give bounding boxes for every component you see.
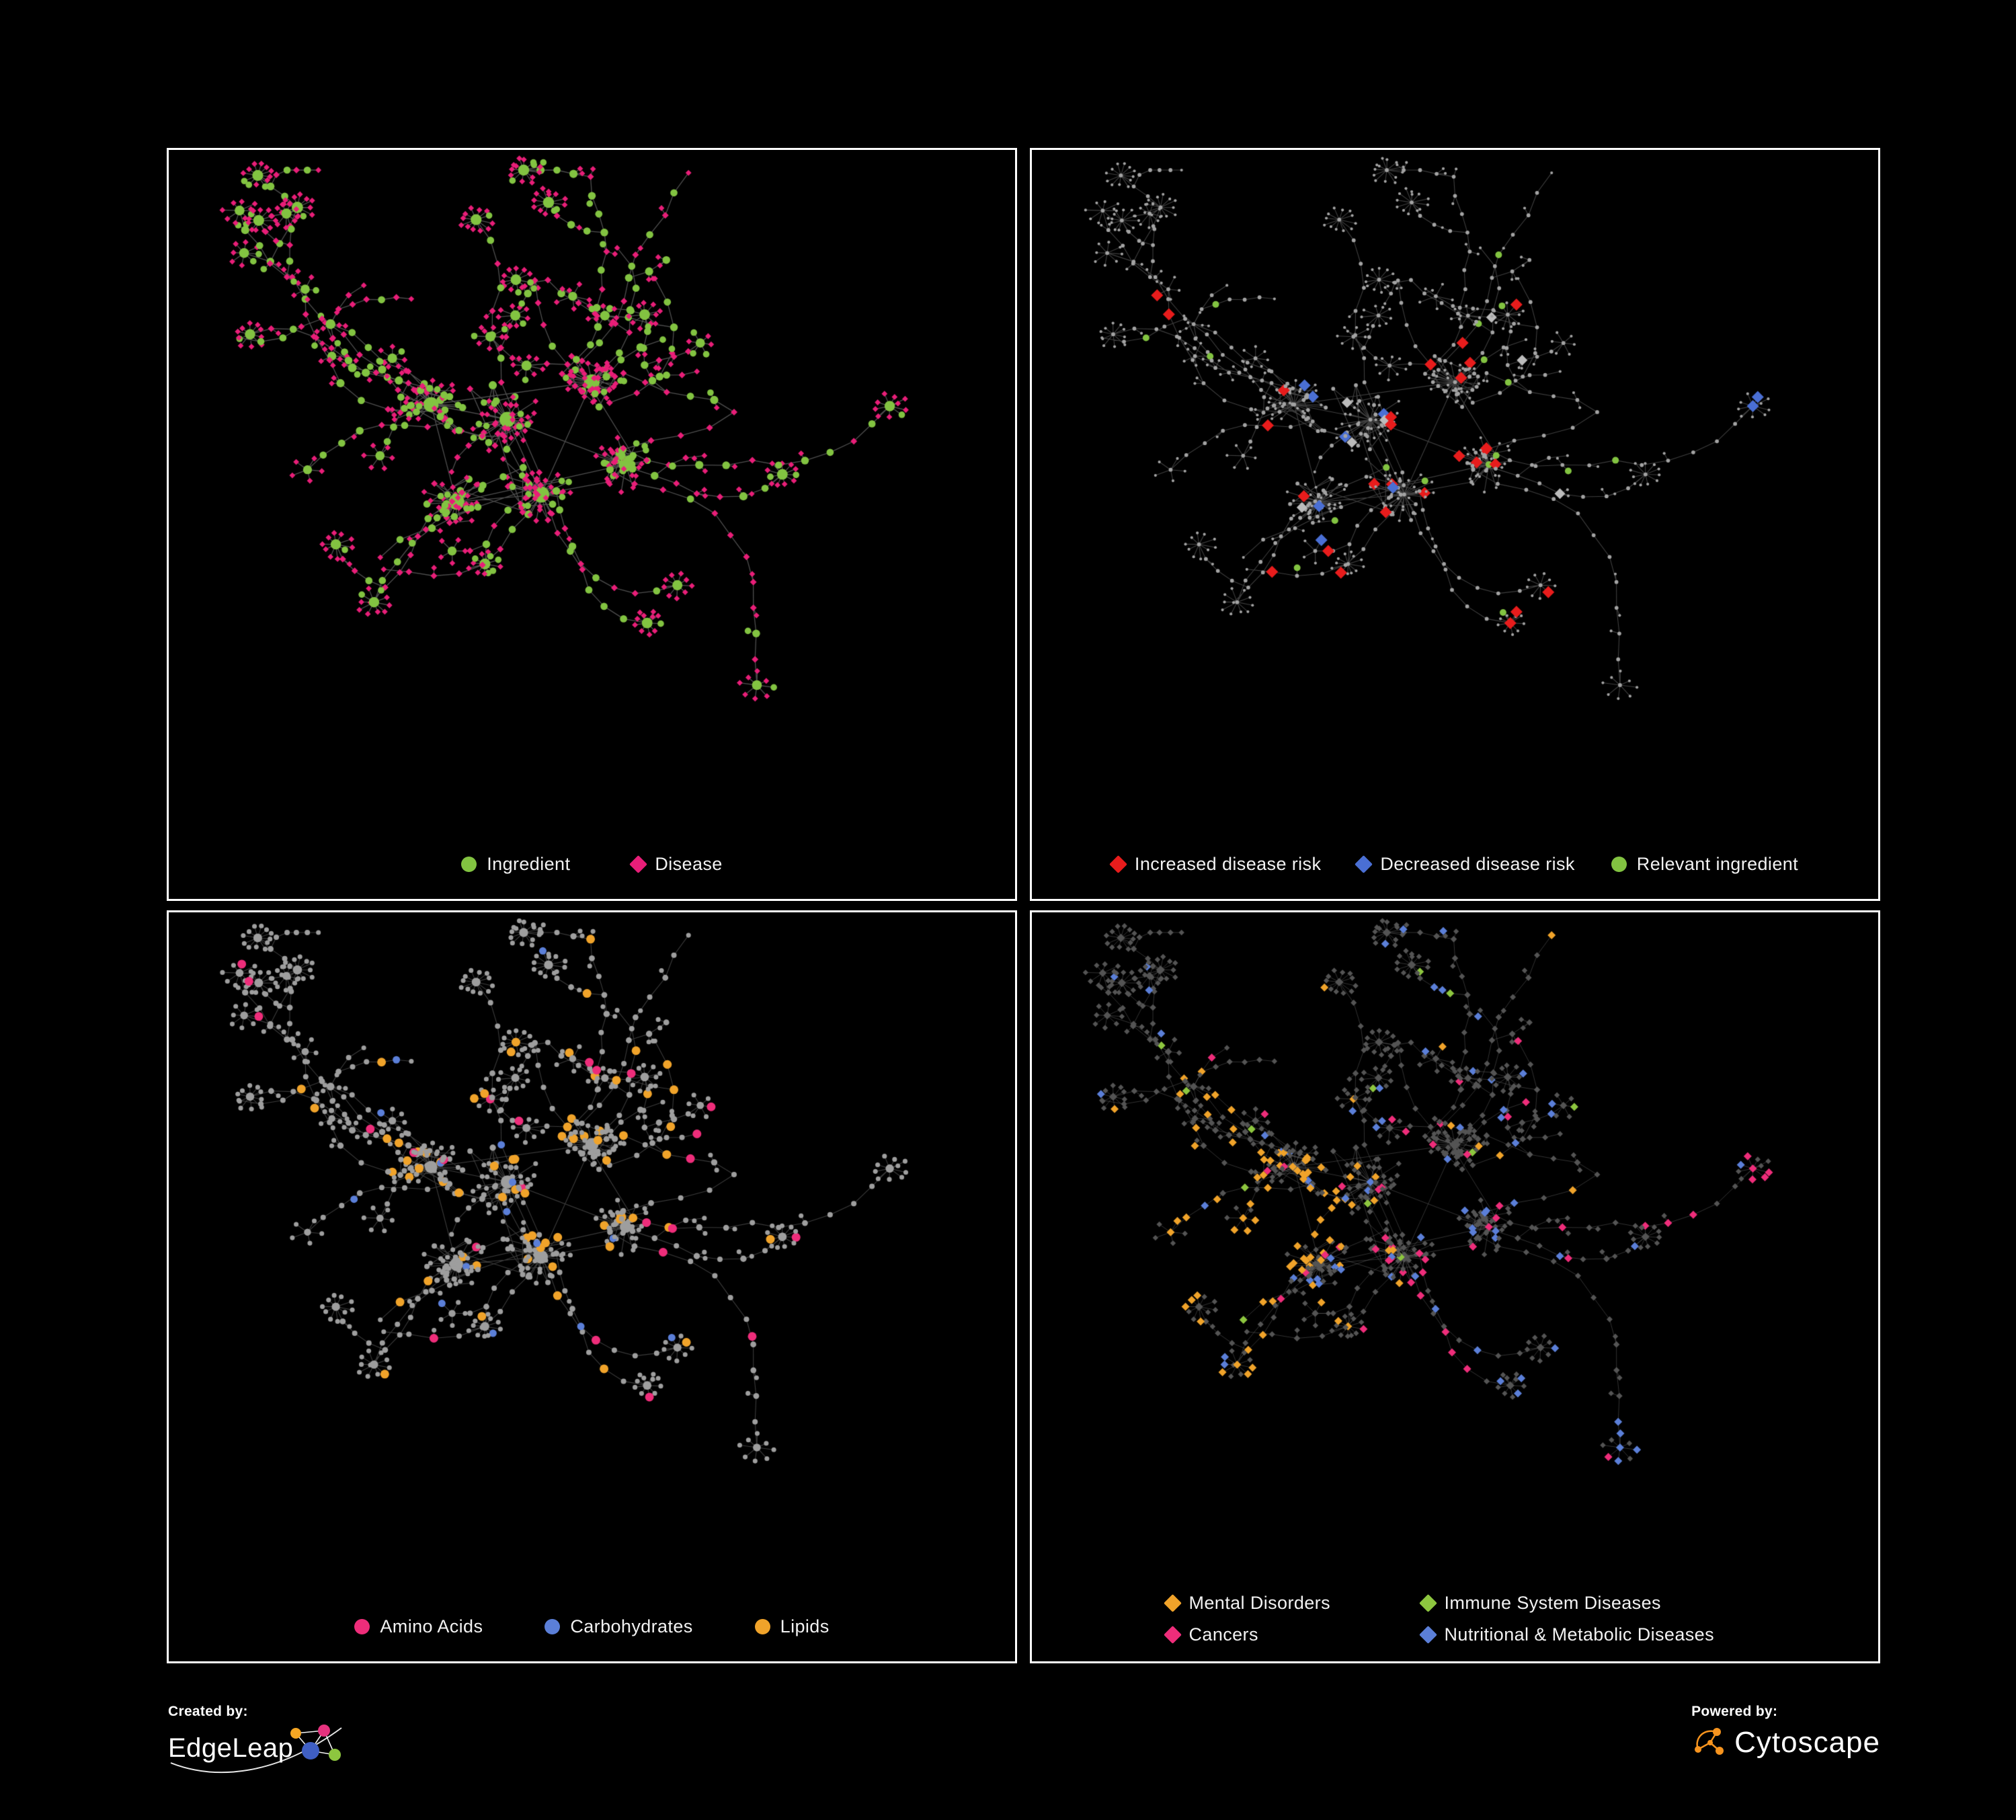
carbohydrates-label: Carbohydrates <box>570 1616 693 1636</box>
edgeleap-logo-icon <box>170 1725 342 1774</box>
legend-item-cancers: Cancers <box>1163 1624 1395 1645</box>
cytoscape-wordmark: Cytoscape <box>1734 1726 1880 1759</box>
legend-macronutrients: Amino Acids Carbohydrates Lipids <box>169 1616 1015 1637</box>
lipids-swatch <box>754 1619 770 1634</box>
cancers-swatch <box>1163 1626 1182 1644</box>
legend-item-amino-acids: Amino Acids <box>354 1616 483 1637</box>
legend-item-relevant-ingredient: Relevant ingredient <box>1611 854 1798 875</box>
figure-grid: Ingredient Disease Increased disease ris… <box>167 148 1880 1663</box>
panel-disease-classes: Mental Disorders Immune System Diseases … <box>1030 910 1880 1663</box>
cytoscape-logo-icon <box>1695 1728 1724 1755</box>
network-canvas-macronutrients <box>169 912 1015 1661</box>
decreased-risk-label: Decreased disease risk <box>1380 854 1575 874</box>
created-by-block: Created by: EdgeLeap <box>168 1704 351 1779</box>
legend-item-increased-risk: Increased disease risk <box>1108 854 1322 875</box>
nutritional-metabolic-swatch <box>1418 1626 1437 1644</box>
legend-item-lipids: Lipids <box>754 1616 830 1637</box>
powered-by-block: Powered by: Cytoscape <box>1691 1704 1880 1760</box>
cancers-label: Cancers <box>1188 1624 1258 1645</box>
legend-item-disease: Disease <box>629 854 723 875</box>
mental-disorders-swatch <box>1163 1594 1182 1612</box>
legend-ingredient-disease: Ingredient Disease <box>169 854 1015 875</box>
relevant-ingredient-swatch <box>1611 857 1627 872</box>
ingredient-label: Ingredient <box>487 854 571 874</box>
network-canvas-disease-classes <box>1032 912 1878 1661</box>
increased-risk-label: Increased disease risk <box>1134 854 1322 874</box>
panel-macronutrients: Amino Acids Carbohydrates Lipids <box>167 910 1017 1663</box>
edgeleap-logo: EdgeLeap <box>168 1721 351 1779</box>
increased-risk-swatch <box>1108 855 1127 873</box>
legend-item-mental-disorders: Mental Disorders <box>1163 1593 1395 1614</box>
legend-item-immune-diseases: Immune System Diseases <box>1418 1593 1744 1614</box>
created-by-label: Created by: <box>168 1704 248 1719</box>
carbohydrates-swatch <box>545 1619 561 1634</box>
powered-by-label: Powered by: <box>1691 1704 1778 1719</box>
nutritional-metabolic-label: Nutritional & Metabolic Diseases <box>1444 1624 1714 1645</box>
lipids-label: Lipids <box>780 1616 830 1636</box>
disease-label: Disease <box>655 854 723 874</box>
immune-diseases-label: Immune System Diseases <box>1444 1593 1661 1613</box>
legend-item-nutritional-metabolic: Nutritional & Metabolic Diseases <box>1418 1624 1744 1645</box>
panel-ingredient-disease: Ingredient Disease <box>167 148 1017 901</box>
network-canvas-disease-risk <box>1032 150 1878 899</box>
legend-item-decreased-risk: Decreased disease risk <box>1355 854 1575 875</box>
mental-disorders-label: Mental Disorders <box>1188 1593 1330 1613</box>
relevant-ingredient-label: Relevant ingredient <box>1636 854 1799 874</box>
immune-diseases-swatch <box>1418 1594 1437 1612</box>
legend-disease-classes: Mental Disorders Immune System Diseases … <box>1032 1593 1878 1645</box>
edgeleap-wordmark: EdgeLeap <box>168 1733 294 1763</box>
panel-disease-risk: Increased disease risk Decreased disease… <box>1030 148 1880 901</box>
legend-item-ingredient: Ingredient <box>461 854 570 875</box>
legend-item-carbohydrates: Carbohydrates <box>545 1616 692 1637</box>
network-canvas-ingredient-disease <box>169 150 1015 899</box>
cytoscape-logo: Cytoscape <box>1691 1725 1880 1760</box>
disease-swatch <box>629 855 648 873</box>
ingredient-swatch <box>461 857 477 872</box>
amino-acids-swatch <box>354 1619 370 1634</box>
legend-disease-risk: Increased disease risk Decreased disease… <box>1032 854 1878 875</box>
amino-acids-label: Amino Acids <box>380 1616 483 1636</box>
decreased-risk-swatch <box>1355 855 1373 873</box>
